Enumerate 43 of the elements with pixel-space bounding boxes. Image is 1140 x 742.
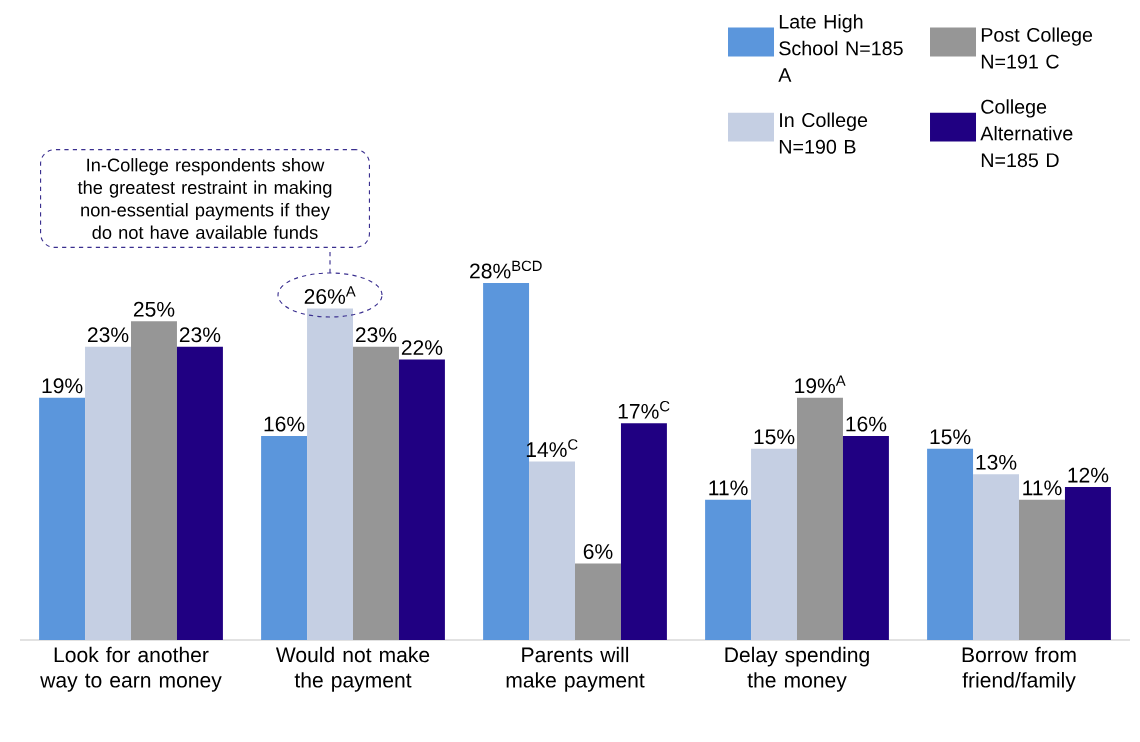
bar xyxy=(85,346,132,640)
text: In-College respondents show the greatest restraint in making non-essential payments if they do not have available funds xyxy=(77,158,332,239)
bar xyxy=(529,461,575,640)
data-label: 13% xyxy=(976,454,1017,470)
data-label: 6% xyxy=(583,544,613,559)
x-tick-label: Look for another way to earn money xyxy=(40,646,222,692)
data-label: 11% xyxy=(1023,480,1062,496)
bar xyxy=(927,448,974,640)
x-tick-label: Borrow from friend/family xyxy=(962,646,1076,692)
bar xyxy=(620,423,667,640)
bar xyxy=(307,308,354,640)
data-label: 12% xyxy=(1068,467,1109,483)
x-tick-label: Parents will make payment xyxy=(506,646,645,692)
data-label: 17%$^{C}$ xyxy=(618,400,670,419)
bar xyxy=(398,359,445,640)
data-label: 11% xyxy=(709,480,748,496)
data-label: 23% xyxy=(87,327,129,343)
bar xyxy=(842,436,889,640)
legend-label: In College N=190 B xyxy=(779,112,868,154)
x-tick-label: Delay spending the money xyxy=(725,646,869,692)
data-label: 26%$^{A}$ xyxy=(304,286,356,304)
data-label: 22% xyxy=(401,340,443,356)
bar xyxy=(705,499,752,640)
legend-label: Late High School N=185 A xyxy=(778,14,903,82)
data-label: 23% xyxy=(179,327,221,343)
data-label: 19% xyxy=(42,378,83,394)
data-label: 16% xyxy=(264,416,305,432)
bar xyxy=(1064,487,1111,640)
legend-label: College Alternative N=185 D xyxy=(980,99,1073,168)
bar xyxy=(973,474,1019,640)
data-label: 16% xyxy=(846,416,887,432)
x-tick-label: Would not make the payment xyxy=(275,646,430,692)
data-label: 23% xyxy=(355,327,397,343)
data-label: 25% xyxy=(133,301,175,317)
legend-label: Post College N=191 C xyxy=(981,27,1093,69)
bar xyxy=(261,436,308,640)
data-label: 19%$^{A}$ xyxy=(795,375,846,394)
data-label: 15% xyxy=(930,429,971,445)
bar xyxy=(751,448,797,640)
bar xyxy=(176,346,223,640)
data-label: 28%$^{BCD}$ xyxy=(470,260,542,279)
bar xyxy=(39,397,86,640)
data-label: 15% xyxy=(754,429,795,445)
